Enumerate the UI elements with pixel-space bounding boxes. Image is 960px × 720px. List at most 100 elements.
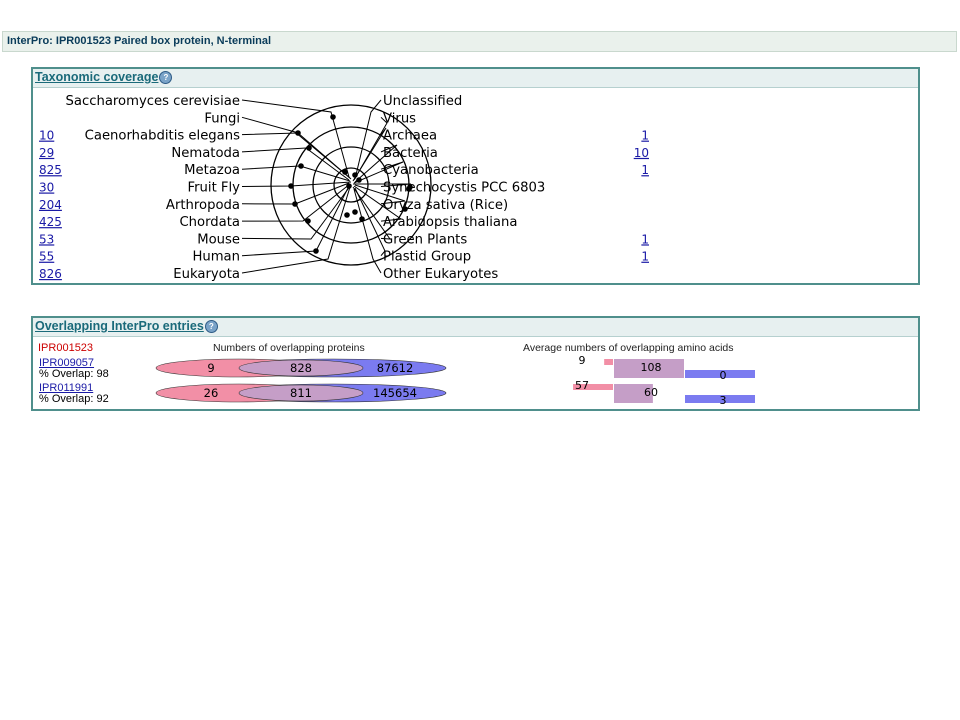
taxonomy-label-right: Unclassified (383, 94, 462, 109)
taxonomic-coverage-header: Taxonomic coverage? (33, 69, 918, 88)
aa-value-this: 9 (579, 354, 586, 367)
taxonomy-label-right: Plastid Group (383, 250, 471, 265)
taxonomy-branch (352, 127, 387, 182)
amino-acids-header: Average numbers of overlapping amino aci… (523, 342, 734, 354)
aa-bar-shared (614, 384, 653, 403)
overlap-entry-link[interactable]: IPR011991 (39, 382, 94, 394)
shared-ellipse (238, 384, 364, 402)
taxonomy-node (313, 248, 319, 254)
taxonomy-count-link[interactable]: 204 (39, 198, 62, 212)
taxonomy-ring (333, 167, 369, 203)
taxonomy-branch (353, 161, 404, 184)
overlap-percent: % Overlap: 92 (39, 393, 109, 405)
taxonomy-count-link[interactable]: 53 (39, 232, 54, 246)
taxonomy-label-right: Arabidopsis thaliana (383, 215, 517, 230)
taxonomy-count-link[interactable]: 1 (641, 250, 649, 264)
taxonomy-count-link[interactable]: 10 (634, 146, 649, 160)
taxonomy-count-link[interactable]: 30 (39, 181, 54, 195)
taxonomy-branch (354, 99, 382, 180)
help-icon[interactable]: ? (204, 320, 218, 333)
page-title: InterPro: IPR001523 Paired box protein, … (7, 35, 272, 47)
taxonomy-count-link[interactable]: 1 (641, 129, 649, 143)
taxonomy-count-link[interactable]: 825 (39, 163, 62, 177)
shared-ellipse (238, 359, 364, 377)
taxonomy-label-right: Cyanobacteria (383, 163, 479, 178)
aa-bar-this (604, 359, 613, 365)
aa-bar-this (573, 384, 613, 390)
protein-count-shared: 811 (290, 386, 312, 400)
taxonomy-branch (241, 99, 350, 178)
taxonomy-branch (354, 187, 386, 257)
taxonomy-node (344, 212, 350, 218)
proteins-header: Numbers of overlapping proteins (213, 342, 365, 354)
taxonomy-node (402, 206, 408, 212)
taxonomy-label-right: Archaea (383, 129, 437, 144)
protein-count-this: 9 (207, 361, 214, 375)
taxonomy-label-right: Other Eukaryotes (383, 267, 498, 282)
taxonomy-label-left: Fruit Fly (188, 181, 241, 196)
taxonomy-node (288, 183, 294, 189)
entry-id: IPR001523 (38, 342, 94, 354)
protein-count-shared: 828 (290, 361, 312, 375)
aa-value-other: 3 (720, 394, 727, 407)
taxonomy-label-left: Saccharomyces cerevisiae (66, 94, 240, 109)
taxonomy-branch (354, 184, 406, 205)
taxonomy-node (330, 114, 336, 120)
taxonomy-label-left: Caenorhabditis elegans (85, 129, 240, 144)
taxonomy-label-right: Bacteria (383, 146, 438, 161)
taxonomy-branch (354, 144, 398, 183)
overlap-entry-link[interactable]: IPR009057 (39, 357, 95, 369)
taxonomy-label-left: Metazoa (184, 163, 240, 178)
taxonomy-node (305, 218, 311, 224)
taxonomy-node (298, 163, 304, 169)
overlapping-entries-title[interactable]: Overlapping InterPro entries? (35, 319, 218, 333)
taxonomic-coverage-panel: Taxonomic coverage? Saccharomyces cerevi… (31, 67, 920, 285)
taxonomy-label-right: Synechocystis PCC 6803 (383, 181, 545, 196)
taxonomy-count-link[interactable]: 1 (641, 232, 649, 246)
taxonomy-node (359, 216, 365, 222)
taxonomy-ring (270, 104, 432, 266)
overlapping-entries-panel: Overlapping InterPro entries? IPR001523 … (31, 316, 920, 411)
aa-value-other: 0 (720, 369, 727, 382)
taxonomy-label-left: Nematoda (171, 146, 240, 161)
taxonomy-label-right: Oryza sativa (Rice) (383, 198, 508, 213)
taxonomy-label-right: Green Plants (383, 232, 467, 247)
taxonomy-node (306, 145, 312, 151)
aa-bar-other (685, 395, 755, 403)
protein-count-other: 87612 (377, 361, 414, 375)
taxonomy-node (295, 130, 301, 136)
taxonomy-label-left: Eukaryota (173, 267, 240, 282)
overlap-percent: % Overlap: 98 (39, 368, 109, 380)
taxonomy-branch (241, 186, 351, 274)
taxonomy-count-link[interactable]: 55 (39, 250, 54, 264)
taxonomy-label-left: Arthropoda (166, 198, 240, 213)
taxonomy-label-left: Mouse (197, 232, 240, 247)
taxonomy-branch (353, 185, 403, 222)
aa-value-shared: 60 (644, 386, 658, 399)
help-icon[interactable]: ? (159, 71, 173, 84)
taxonomy-branch (353, 183, 412, 187)
taxonomy-node (292, 201, 298, 207)
protein-count-other: 145654 (373, 386, 417, 400)
aa-value-shared: 108 (641, 361, 662, 374)
taxonomy-count-link[interactable]: 1 (641, 163, 649, 177)
taxonomy-count-link[interactable]: 10 (39, 129, 54, 143)
taxonomy-count-link[interactable]: 425 (39, 215, 62, 229)
taxonomy-tree: Saccharomyces cerevisiae Fungi Caenorhabdi… (39, 94, 649, 282)
taxonomy-branch (241, 132, 352, 180)
taxonomy-branch (241, 147, 350, 181)
taxonomy-count-link[interactable]: 826 (39, 267, 62, 281)
page-title-bar: InterPro: IPR001523 Paired box protein, … (2, 31, 957, 52)
taxonomy-count-link[interactable]: 29 (39, 146, 54, 160)
taxonomy-branch (241, 184, 352, 240)
taxonomy-branch (352, 186, 392, 240)
taxonomy-node (406, 186, 412, 192)
protein-count-this: 26 (204, 386, 219, 400)
taxonomy-node (346, 183, 352, 189)
aa-bar-shared (614, 359, 684, 378)
taxonomy-label-left: Human (192, 250, 240, 265)
taxonomy-node (352, 172, 358, 178)
taxonomy-branch (353, 188, 382, 274)
taxonomic-coverage-title[interactable]: Taxonomic coverage? (35, 70, 173, 84)
taxonomy-label-right: Virus (383, 111, 416, 126)
